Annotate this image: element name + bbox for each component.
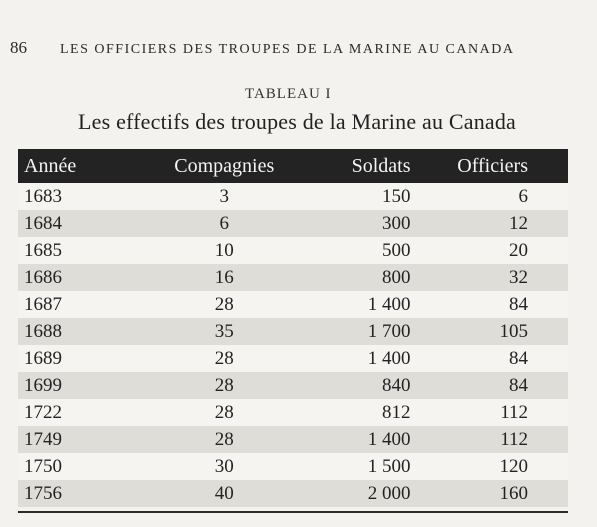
table-row: 1684 6 300 12 [18, 210, 568, 237]
soldiers-cell: 800 [293, 264, 431, 291]
officers-cell: 32 [430, 264, 568, 291]
companies-cell: 28 [155, 291, 293, 318]
year-cell: 1687 [18, 291, 156, 318]
table-row: 1683 3 150 6 [18, 183, 568, 210]
officers-cell: 12 [430, 210, 568, 237]
table-row: 1722 28 812 112 [18, 399, 568, 426]
running-title: LES OFFICIERS DES TROUPES DE LA MARINE A… [60, 42, 515, 57]
companies-cell: 28 [155, 399, 293, 426]
column-header-year: Année [18, 149, 156, 183]
soldiers-cell: 1 400 [293, 291, 431, 318]
soldiers-cell: 1 400 [293, 426, 431, 453]
companies-cell: 6 [155, 210, 293, 237]
companies-cell: 40 [155, 480, 293, 507]
officers-cell: 112 [430, 426, 568, 453]
table-row: 1749 28 1 400 112 [18, 426, 568, 453]
officers-cell: 112 [430, 399, 568, 426]
table-row: 1687 28 1 400 84 [18, 291, 568, 318]
table-row: 1685 10 500 20 [18, 237, 568, 264]
officers-cell: 84 [430, 345, 568, 372]
companies-cell: 28 [155, 372, 293, 399]
year-cell: 1750 [18, 453, 156, 480]
soldiers-cell: 150 [293, 183, 431, 210]
data-table-container: Année Compagnies Soldats Officiers 1683 … [18, 149, 568, 513]
soldiers-cell: 1 700 [293, 318, 431, 345]
year-cell: 1685 [18, 237, 156, 264]
table-header-row: Année Compagnies Soldats Officiers [18, 149, 568, 183]
year-cell: 1686 [18, 264, 156, 291]
table-bottom-rule [18, 511, 568, 513]
year-cell: 1688 [18, 318, 156, 345]
companies-cell: 16 [155, 264, 293, 291]
companies-cell: 35 [155, 318, 293, 345]
year-cell: 1749 [18, 426, 156, 453]
table-row: 1750 30 1 500 120 [18, 453, 568, 480]
table-row: 1688 35 1 700 105 [18, 318, 568, 345]
officers-cell: 84 [430, 372, 568, 399]
table-row: 1756 40 2 000 160 [18, 480, 568, 507]
officers-cell: 84 [430, 291, 568, 318]
column-header-companies: Compagnies [155, 149, 293, 183]
officers-cell: 105 [430, 318, 568, 345]
companies-cell: 3 [155, 183, 293, 210]
running-header: 86 LES OFFICIERS DES TROUPES DE LA MARIN… [10, 38, 575, 58]
companies-cell: 10 [155, 237, 293, 264]
soldiers-cell: 500 [293, 237, 431, 264]
soldiers-cell: 2 000 [293, 480, 431, 507]
companies-cell: 30 [155, 453, 293, 480]
column-header-soldiers: Soldats [293, 149, 431, 183]
companies-cell: 28 [155, 426, 293, 453]
table-title: Les effectifs des troupes de la Marine a… [78, 109, 517, 134]
data-table: Année Compagnies Soldats Officiers 1683 … [18, 149, 568, 507]
officers-cell: 120 [430, 453, 568, 480]
table-row: 1699 28 840 84 [18, 372, 568, 399]
year-cell: 1756 [18, 480, 156, 507]
officers-cell: 6 [430, 183, 568, 210]
year-cell: 1699 [18, 372, 156, 399]
companies-cell: 28 [155, 345, 293, 372]
table-row: 1689 28 1 400 84 [18, 345, 568, 372]
soldiers-cell: 300 [293, 210, 431, 237]
officers-cell: 160 [430, 480, 568, 507]
year-cell: 1683 [18, 183, 156, 210]
soldiers-cell: 840 [293, 372, 431, 399]
soldiers-cell: 1 500 [293, 453, 431, 480]
table-label: TABLEAU I [245, 86, 332, 102]
page-number: 86 [10, 38, 27, 57]
year-cell: 1689 [18, 345, 156, 372]
year-cell: 1722 [18, 399, 156, 426]
table-row: 1686 16 800 32 [18, 264, 568, 291]
soldiers-cell: 812 [293, 399, 431, 426]
officers-cell: 20 [430, 237, 568, 264]
column-header-officers: Officiers [430, 149, 568, 183]
soldiers-cell: 1 400 [293, 345, 431, 372]
year-cell: 1684 [18, 210, 156, 237]
